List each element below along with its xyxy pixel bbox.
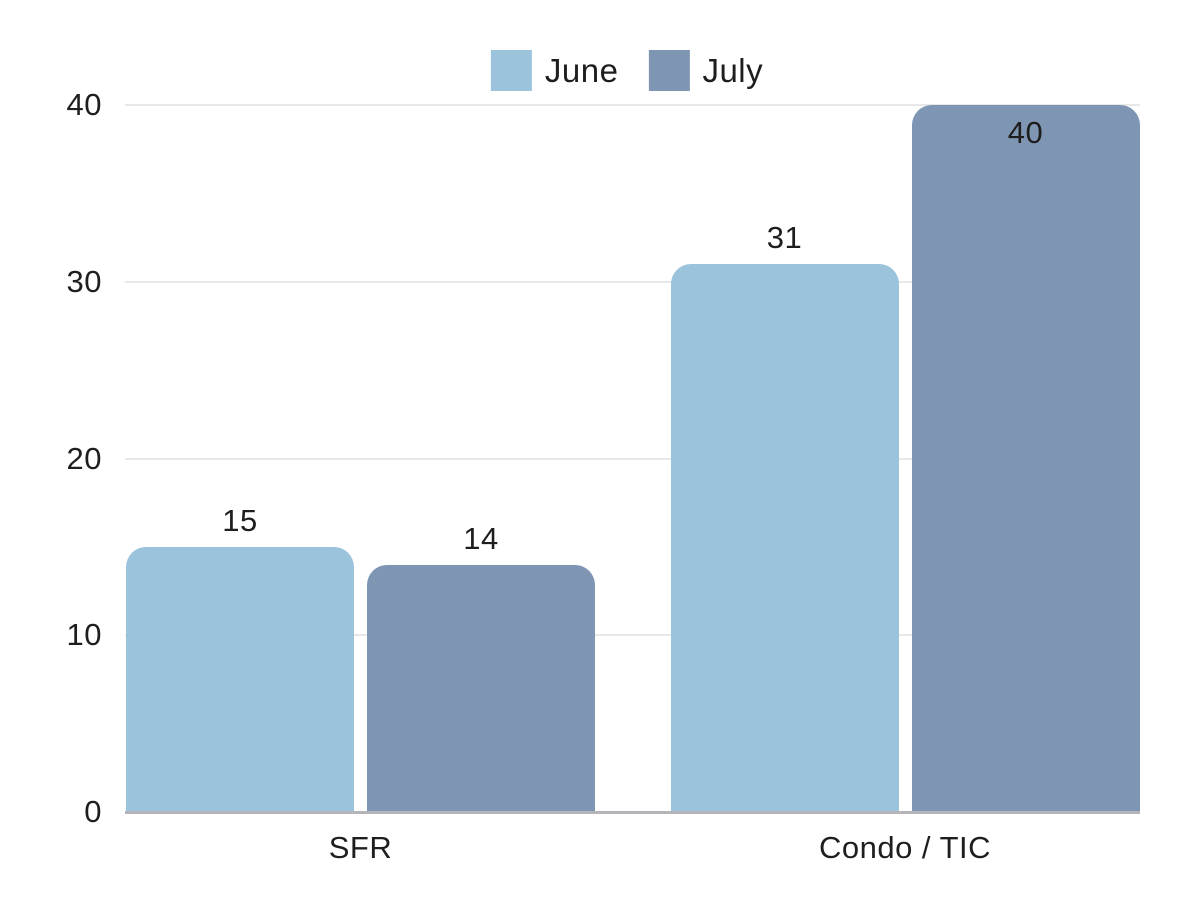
legend-label: July [702,51,764,89]
bar-july-sfr [367,564,595,812]
y-axis-tick-label: 10 [66,617,102,653]
gridline [125,457,1140,460]
gridline [125,280,1140,283]
legend-swatch-july [648,50,690,91]
bar-june-condo-tic [670,264,899,812]
gridline [125,104,1140,106]
x-axis-line [125,811,1140,814]
bar-value-label: 14 [463,520,499,556]
bar-july-condo-tic [911,105,1140,812]
y-axis-tick-label: 40 [66,87,102,122]
legend: June July [490,50,763,91]
bar-value-label: 15 [222,502,258,538]
y-axis-tick-label: 0 [84,794,102,829]
x-axis-category-label: Condo / TIC [818,830,992,865]
legend-label: June [544,51,619,89]
bar-value-label: 40 [1007,115,1044,150]
legend-swatch-june [490,50,532,91]
gridline [125,634,1140,637]
legend-item-june: June [490,50,619,91]
bar-value-label: 31 [766,220,803,256]
legend-item-july: July [648,50,763,91]
bar-june-sfr [126,546,354,812]
y-axis-tick-label: 20 [66,440,102,476]
y-axis-tick-label: 30 [66,263,102,299]
x-axis-category-label: SFR [328,830,393,865]
